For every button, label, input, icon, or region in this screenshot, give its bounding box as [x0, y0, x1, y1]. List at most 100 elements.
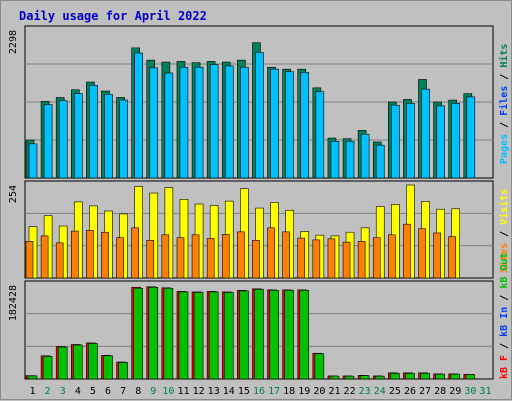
- y-max-label: 182428: [8, 285, 19, 321]
- bar-files: [73, 93, 83, 179]
- bar-kb-in: [193, 292, 204, 380]
- bar-files: [134, 52, 143, 179]
- bar-files: [451, 102, 461, 179]
- bar-files: [179, 66, 189, 179]
- bar-files: [421, 88, 430, 179]
- bar-sites: [55, 242, 64, 279]
- bar-files: [391, 104, 400, 179]
- bar-files: [104, 93, 113, 179]
- x-tick-label: 1: [30, 386, 36, 397]
- x-tick-label: 11: [177, 386, 189, 397]
- bar-sites: [237, 231, 245, 279]
- bar-kb-in: [103, 355, 113, 380]
- bar-sites: [388, 234, 396, 279]
- x-tick-label: 23: [359, 386, 371, 397]
- bar-files: [164, 72, 174, 179]
- x-tick-label: 4: [75, 386, 81, 397]
- legend-sites-visits: Sites / Visits: [498, 189, 510, 273]
- bar-files: [149, 67, 159, 179]
- bar-kb-in: [405, 373, 415, 380]
- bar-kb-in: [435, 373, 445, 380]
- x-tick-label: 31: [479, 386, 491, 397]
- x-tick-label: 29: [449, 386, 461, 397]
- bar-sites: [221, 234, 230, 279]
- bar-sites: [252, 239, 260, 279]
- bar-sites: [206, 238, 215, 279]
- x-tick-label: 24: [374, 386, 386, 397]
- bar-kb-in: [223, 292, 234, 380]
- bar-sites: [40, 235, 49, 279]
- x-tick-label: 6: [105, 386, 111, 397]
- x-tick-label: 8: [135, 386, 141, 397]
- bar-files: [300, 72, 310, 179]
- bar-sites: [131, 227, 139, 279]
- x-tick-label: 28: [434, 386, 446, 397]
- bar-files: [224, 65, 234, 179]
- bar-kb-in: [374, 375, 385, 380]
- bar-kb-in: [208, 291, 219, 380]
- bar-files: [194, 66, 204, 179]
- x-tick-label: 25: [389, 386, 401, 397]
- bar-sites: [86, 230, 94, 279]
- x-tick-label: 10: [162, 386, 174, 397]
- legend-pages-files-hits: Pages / Files / Hits: [498, 44, 510, 164]
- bar-files: [58, 100, 68, 179]
- bar-kb-in: [344, 375, 355, 380]
- bar-files: [345, 140, 355, 179]
- bar-sites: [327, 238, 336, 279]
- bar-sites: [25, 241, 34, 279]
- bar-kb-in: [269, 290, 279, 380]
- bar-sites: [161, 234, 170, 279]
- bar-sites: [267, 227, 275, 279]
- bar-kb-in: [329, 375, 340, 380]
- bar-kb-in: [163, 288, 174, 380]
- bar-kb-in: [118, 362, 128, 380]
- x-tick-label: 30: [464, 386, 476, 397]
- bar-kb-in: [450, 373, 461, 380]
- bar-kb-in: [178, 291, 189, 380]
- bar-sites: [433, 232, 441, 279]
- x-tick-label: 5: [90, 386, 96, 397]
- bar-files: [285, 71, 294, 179]
- y-max-label: 2298: [8, 30, 19, 54]
- legend-kb: kB F / kB In / kB Out: [499, 253, 510, 379]
- bar-sites: [448, 236, 457, 279]
- x-tick-label: 3: [60, 386, 66, 397]
- bar-kb-in: [284, 290, 294, 380]
- bar-sites: [116, 237, 124, 279]
- bar-sites: [176, 237, 185, 279]
- bar-files: [375, 144, 385, 179]
- bar-files: [240, 66, 249, 179]
- bar-sites: [297, 237, 306, 279]
- bar-sites: [191, 234, 200, 279]
- x-tick-label: 7: [120, 386, 126, 397]
- bar-sites: [101, 231, 109, 279]
- x-tick-label: 13: [208, 386, 220, 397]
- x-tick-label: 26: [404, 386, 416, 397]
- x-tick-label: 15: [238, 386, 250, 397]
- bar-files: [330, 140, 340, 179]
- bar-sites: [357, 241, 366, 279]
- bar-kb-in: [420, 373, 430, 380]
- x-tick-label: 22: [344, 386, 356, 397]
- bar-kb-in: [359, 375, 370, 380]
- x-tick-label: 16: [253, 386, 265, 397]
- x-tick-label: 17: [268, 386, 280, 397]
- bar-files: [43, 104, 53, 179]
- bar-files: [119, 99, 128, 179]
- bar-sites: [342, 241, 351, 279]
- x-tick-label: 14: [223, 386, 235, 397]
- y-max-label: 254: [8, 185, 19, 203]
- bar-sites: [312, 239, 321, 279]
- bar-kb-in: [148, 286, 159, 380]
- bar-kb-in: [254, 289, 264, 380]
- bar-kb-in: [57, 346, 68, 380]
- x-tick-label: 2: [45, 386, 51, 397]
- bar-files: [270, 68, 279, 179]
- bar-files: [466, 96, 476, 179]
- x-tick-label: 21: [328, 386, 340, 397]
- x-tick-label: 27: [419, 386, 431, 397]
- chart-title: Daily usage for April 2022: [19, 9, 207, 23]
